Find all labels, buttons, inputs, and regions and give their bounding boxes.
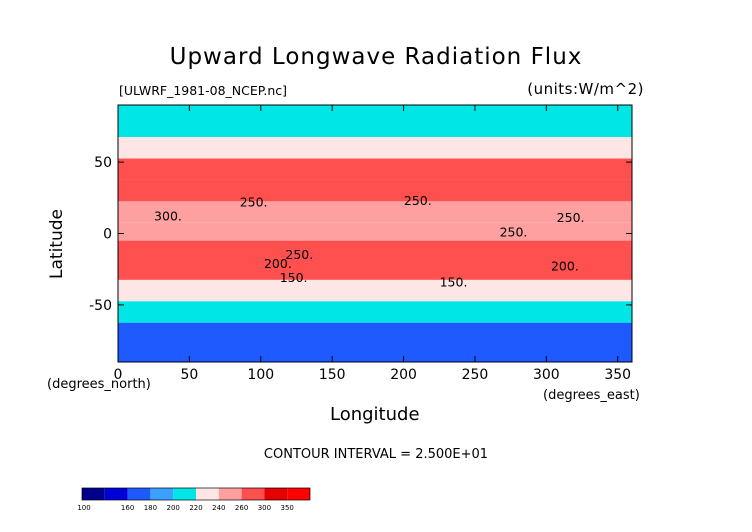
color-legend: 100 160 180 200 220 240 260 300 350 bbox=[77, 487, 311, 512]
contour-label: 200. bbox=[551, 259, 579, 274]
heatmap-band bbox=[118, 258, 632, 280]
contour-label: 150. bbox=[280, 270, 308, 285]
x-tick-label: 250 bbox=[462, 367, 489, 383]
x-axis-units: (degrees_east) bbox=[543, 388, 640, 403]
legend-level-label: 240 bbox=[212, 504, 225, 512]
contour-interval-text: CONTOUR INTERVAL = 2.500E+01 bbox=[263, 447, 489, 462]
contour-label: 250. bbox=[557, 210, 585, 225]
contour-label: 250. bbox=[285, 247, 313, 262]
legend-level-label: 220 bbox=[189, 504, 202, 512]
legend-swatch bbox=[104, 488, 128, 500]
plot-frame bbox=[117, 104, 633, 363]
y-tick-label: 0 bbox=[103, 227, 112, 243]
contour-label: 250. bbox=[500, 224, 528, 239]
heatmap-band bbox=[118, 179, 632, 202]
x-tick-label: 50 bbox=[180, 367, 198, 383]
chart-title: Upward Longwave Radiation Flux bbox=[169, 44, 583, 70]
y-axis-ticks: -50 0 50 bbox=[89, 155, 632, 314]
legend-swatch bbox=[150, 488, 174, 500]
x-tick-label: 100 bbox=[247, 367, 274, 383]
contour-label: 250. bbox=[240, 194, 268, 209]
x-axis-label: Longitude bbox=[330, 404, 420, 425]
legend-level-label: 260 bbox=[235, 504, 248, 512]
heatmap-band bbox=[118, 279, 632, 302]
units-label: (units:W/m^2) bbox=[527, 80, 644, 98]
legend-swatch bbox=[287, 488, 310, 500]
legend-frame bbox=[81, 487, 311, 501]
source-file-label: [ULWRF_1981-08_NCEP.nc] bbox=[119, 83, 288, 98]
contour-label: 250. bbox=[404, 193, 432, 208]
x-tick-label: 150 bbox=[319, 367, 346, 383]
heatmap-band bbox=[118, 105, 632, 138]
legend-swatch bbox=[127, 488, 151, 500]
heatmap-band bbox=[118, 222, 632, 241]
legend-level-label: 200 bbox=[167, 504, 180, 512]
heatmap-band bbox=[118, 240, 632, 259]
legend-level-label: 160 bbox=[121, 504, 134, 512]
heatmap-band bbox=[118, 322, 632, 343]
x-tick-label: 200 bbox=[390, 367, 417, 383]
legend-level-label: 100 bbox=[77, 504, 90, 512]
contour-label: 300. bbox=[154, 209, 182, 224]
heatmap-band bbox=[118, 301, 632, 323]
legend-swatch bbox=[196, 488, 219, 500]
legend-level-label: 300 bbox=[258, 504, 271, 512]
heatmap-band bbox=[118, 342, 632, 362]
heatmap-fill bbox=[118, 105, 632, 362]
contour-label: 150. bbox=[440, 274, 468, 289]
legend-swatch bbox=[173, 488, 196, 500]
legend-level-label: 180 bbox=[144, 504, 157, 512]
legend-swatch bbox=[82, 488, 105, 500]
legend-swatch bbox=[218, 488, 242, 500]
x-axis-ticks: 0 50 100 150 200 250 300 350 bbox=[114, 105, 631, 383]
y-axis-units: (degrees_north) bbox=[47, 377, 151, 392]
heatmap-band bbox=[118, 201, 632, 223]
contour-labels: 250.300.250.250.250.250.200. 200.150. 150. bbox=[154, 193, 584, 289]
y-axis-label: Latitude bbox=[47, 209, 67, 279]
y-tick-label: 50 bbox=[94, 155, 112, 171]
legend-swatch bbox=[264, 488, 288, 500]
x-tick-label: 350 bbox=[604, 367, 631, 383]
contour-label: 200. bbox=[264, 256, 292, 271]
y-tick-label: -50 bbox=[89, 298, 112, 314]
legend-swatch bbox=[241, 488, 265, 500]
x-tick-label: 300 bbox=[533, 367, 560, 383]
heatmap-band bbox=[118, 158, 632, 180]
heatmap-band bbox=[118, 137, 632, 159]
legend-level-label: 350 bbox=[281, 504, 294, 512]
